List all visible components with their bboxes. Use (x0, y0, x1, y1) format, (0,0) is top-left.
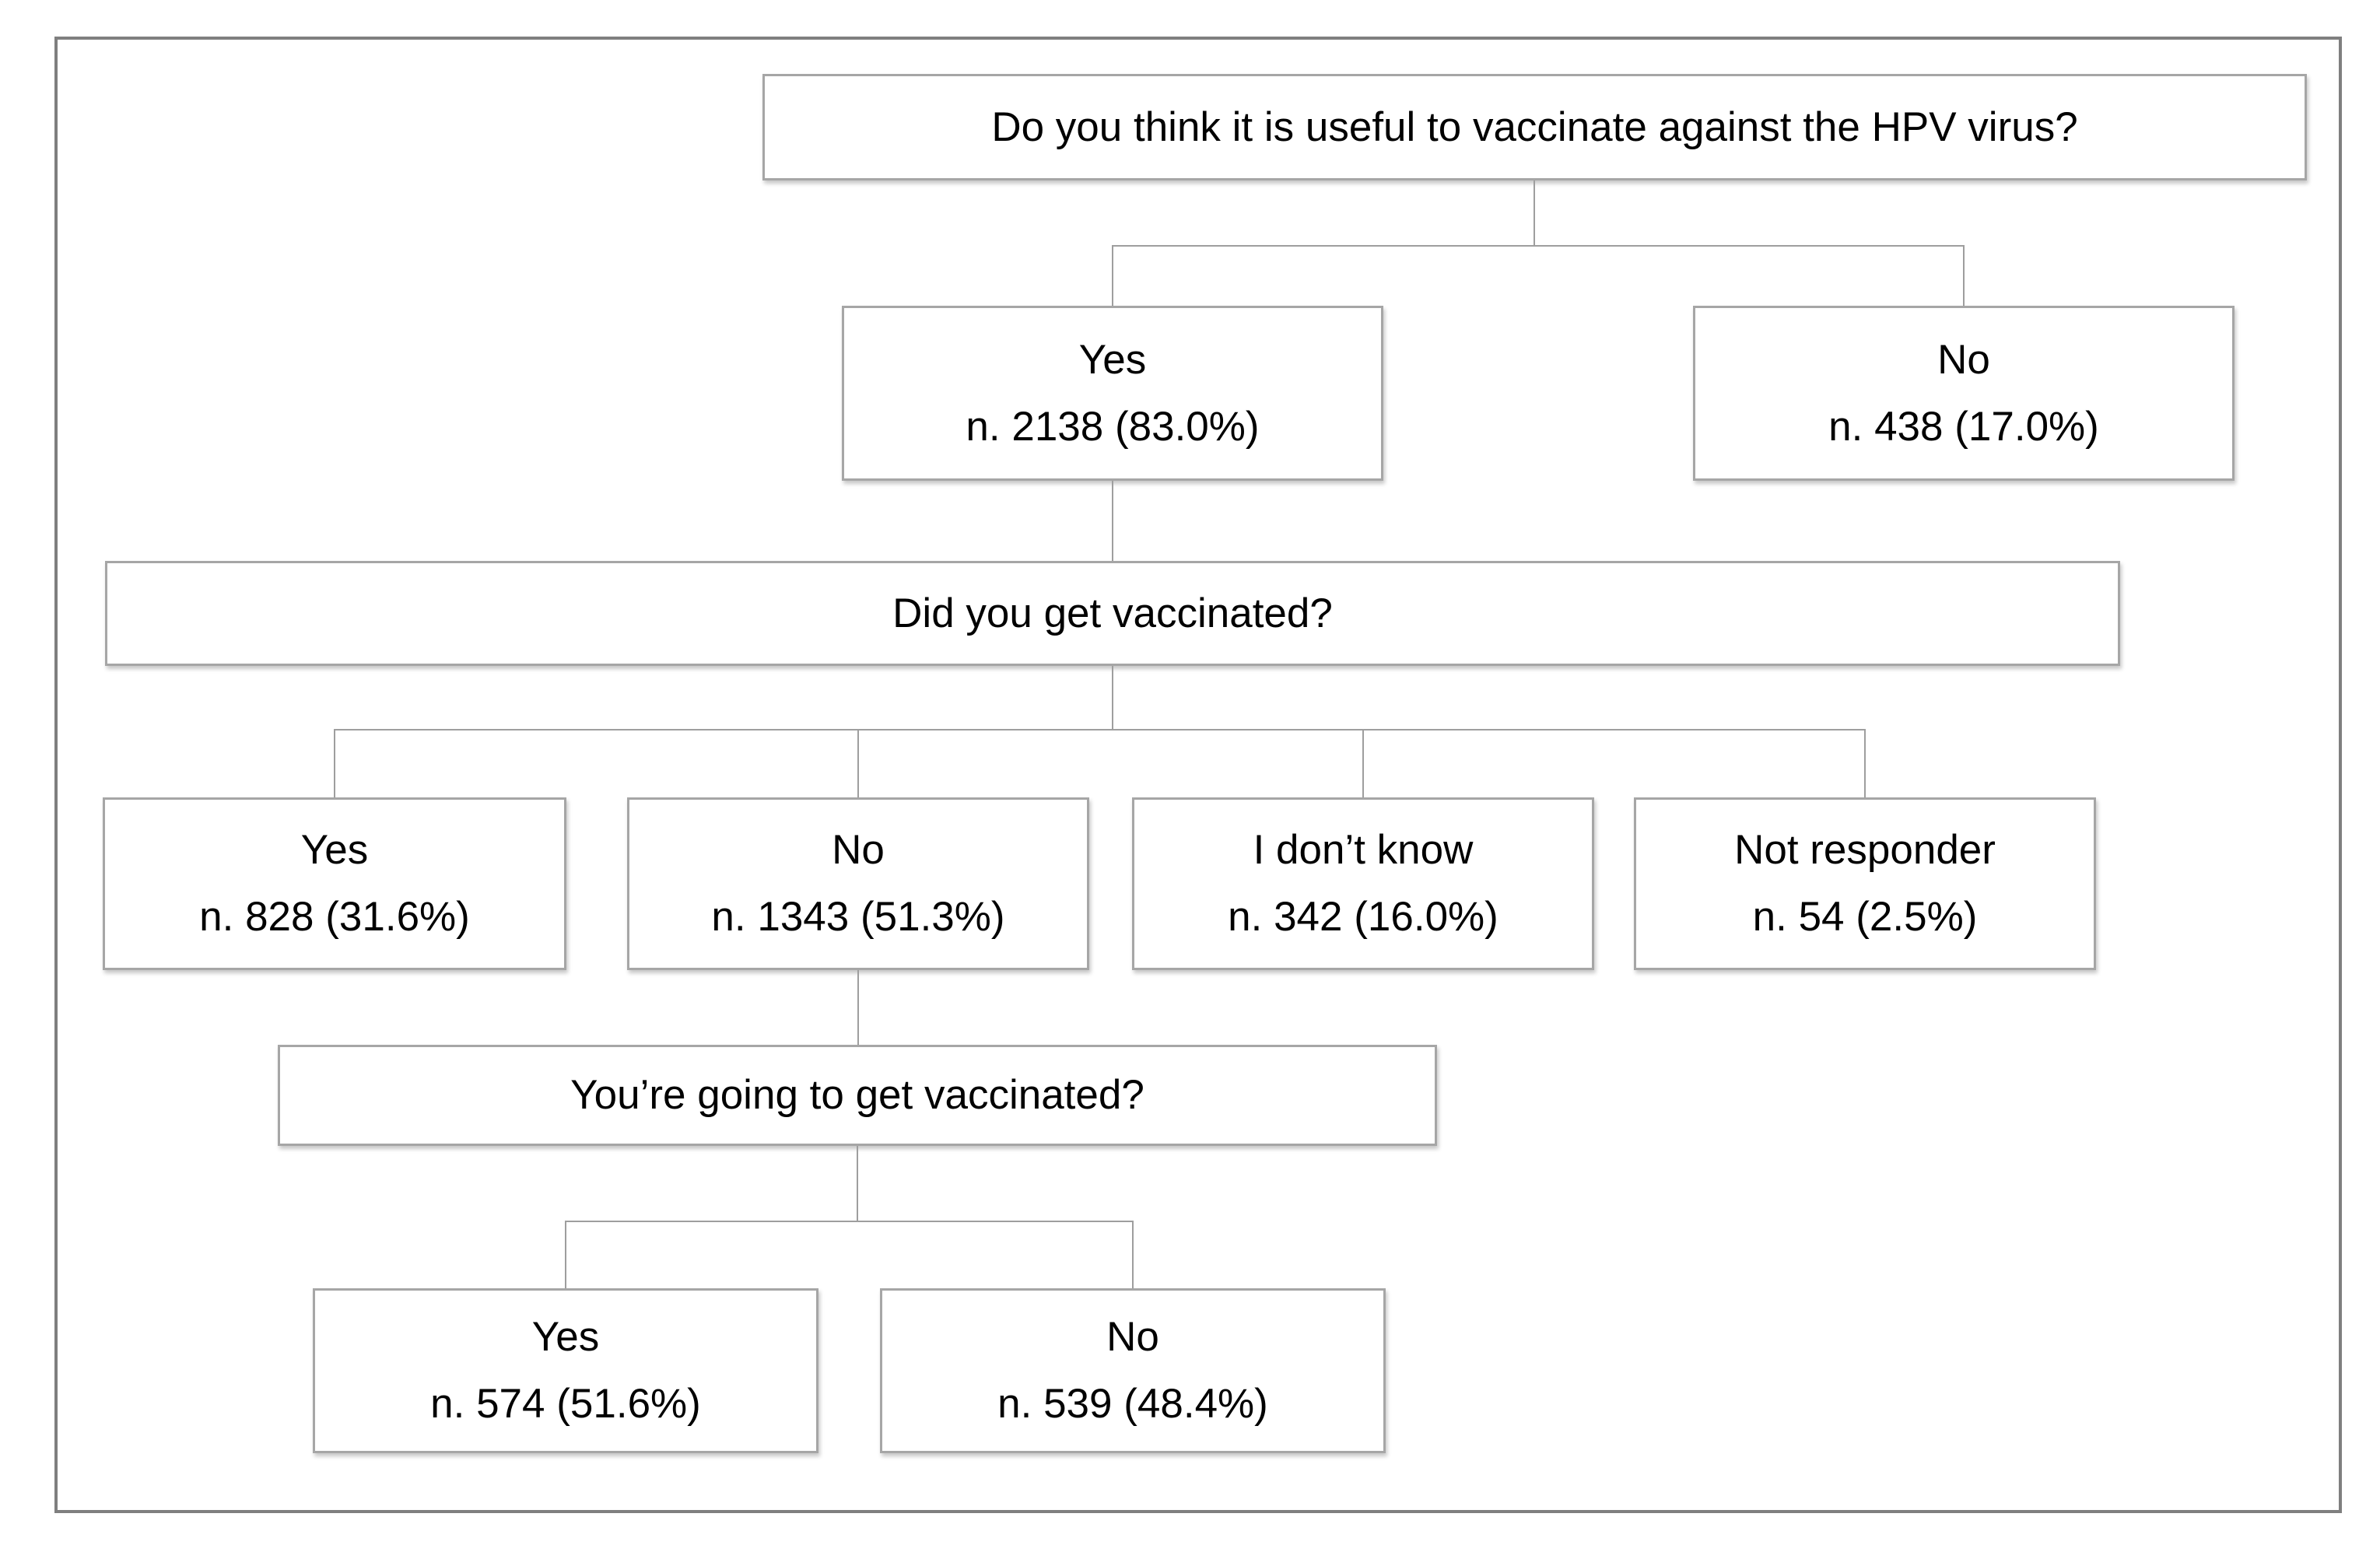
question-did-you-get-vaccinated: Did you get vaccinated? (105, 561, 2120, 666)
answer-vaccinated-no: No n. 1343 (51.3%) (627, 797, 1089, 970)
connector-q3-stem (857, 1146, 858, 1221)
answer-label: I don’t know (1253, 827, 1474, 874)
connector-q1-drop-yes (1112, 245, 1113, 306)
question-text: Did you get vaccinated? (892, 590, 1333, 636)
question-text: You’re going to get vaccinated? (570, 1072, 1144, 1119)
answer-count: n. 539 (48.4%) (997, 1381, 1268, 1427)
connector-q3-drop-yes (565, 1221, 566, 1288)
connector-q2-drop-notresp (1864, 729, 1866, 797)
answer-count: n. 574 (51.6%) (430, 1381, 701, 1427)
answer-intend-yes: Yes n. 574 (51.6%) (313, 1288, 818, 1453)
connector-q2-drop-no (857, 729, 859, 797)
answer-count: n. 342 (16.0%) (1228, 894, 1498, 940)
answer-vaccinated-yes: Yes n. 828 (31.6%) (103, 797, 566, 970)
connector-q2-drop-yes (334, 729, 335, 797)
answer-count: n. 54 (2.5%) (1752, 894, 1978, 940)
connector-q1-split (1112, 245, 1965, 247)
answer-useful-yes: Yes n. 2138 (83.0%) (842, 306, 1383, 481)
connector-q3-split (565, 1221, 1134, 1222)
connector-yes-to-q2 (1112, 481, 1113, 561)
answer-count: n. 828 (31.6%) (199, 894, 470, 940)
answer-vaccinated-not-responder: Not responder n. 54 (2.5%) (1634, 797, 2096, 970)
answer-label: No (1937, 336, 1990, 383)
connector-q3-drop-no (1132, 1221, 1134, 1288)
connector-q2-drop-dontknow (1362, 729, 1364, 797)
question-text: Do you think it is useful to vaccinate a… (991, 103, 2078, 150)
answer-label: Yes (531, 1314, 600, 1361)
connector-q2-split (334, 729, 1866, 730)
answer-count: n. 1343 (51.3%) (711, 894, 1005, 940)
answer-vaccinated-dont-know: I don’t know n. 342 (16.0%) (1132, 797, 1594, 970)
diagram-border (54, 37, 2342, 1513)
connector-q1-drop-no (1963, 245, 1965, 306)
answer-label: No (1106, 1314, 1159, 1361)
answer-useful-no: No n. 438 (17.0%) (1693, 306, 2235, 481)
question-going-to-get-vaccinated: You’re going to get vaccinated? (278, 1045, 1437, 1146)
answer-intend-no: No n. 539 (48.4%) (880, 1288, 1386, 1453)
question-hpv-useful: Do you think it is useful to vaccinate a… (762, 74, 2307, 180)
connector-no-to-q3 (857, 970, 859, 1045)
answer-label: Yes (1078, 336, 1147, 383)
answer-label: No (832, 827, 885, 874)
answer-count: n. 438 (17.0%) (1828, 403, 2099, 450)
connector-q2-stem (1112, 666, 1113, 730)
answer-count: n. 2138 (83.0%) (966, 403, 1260, 450)
connector-q1-stem (1534, 180, 1535, 246)
answer-label: Yes (300, 827, 369, 874)
answer-label: Not responder (1734, 827, 1996, 874)
